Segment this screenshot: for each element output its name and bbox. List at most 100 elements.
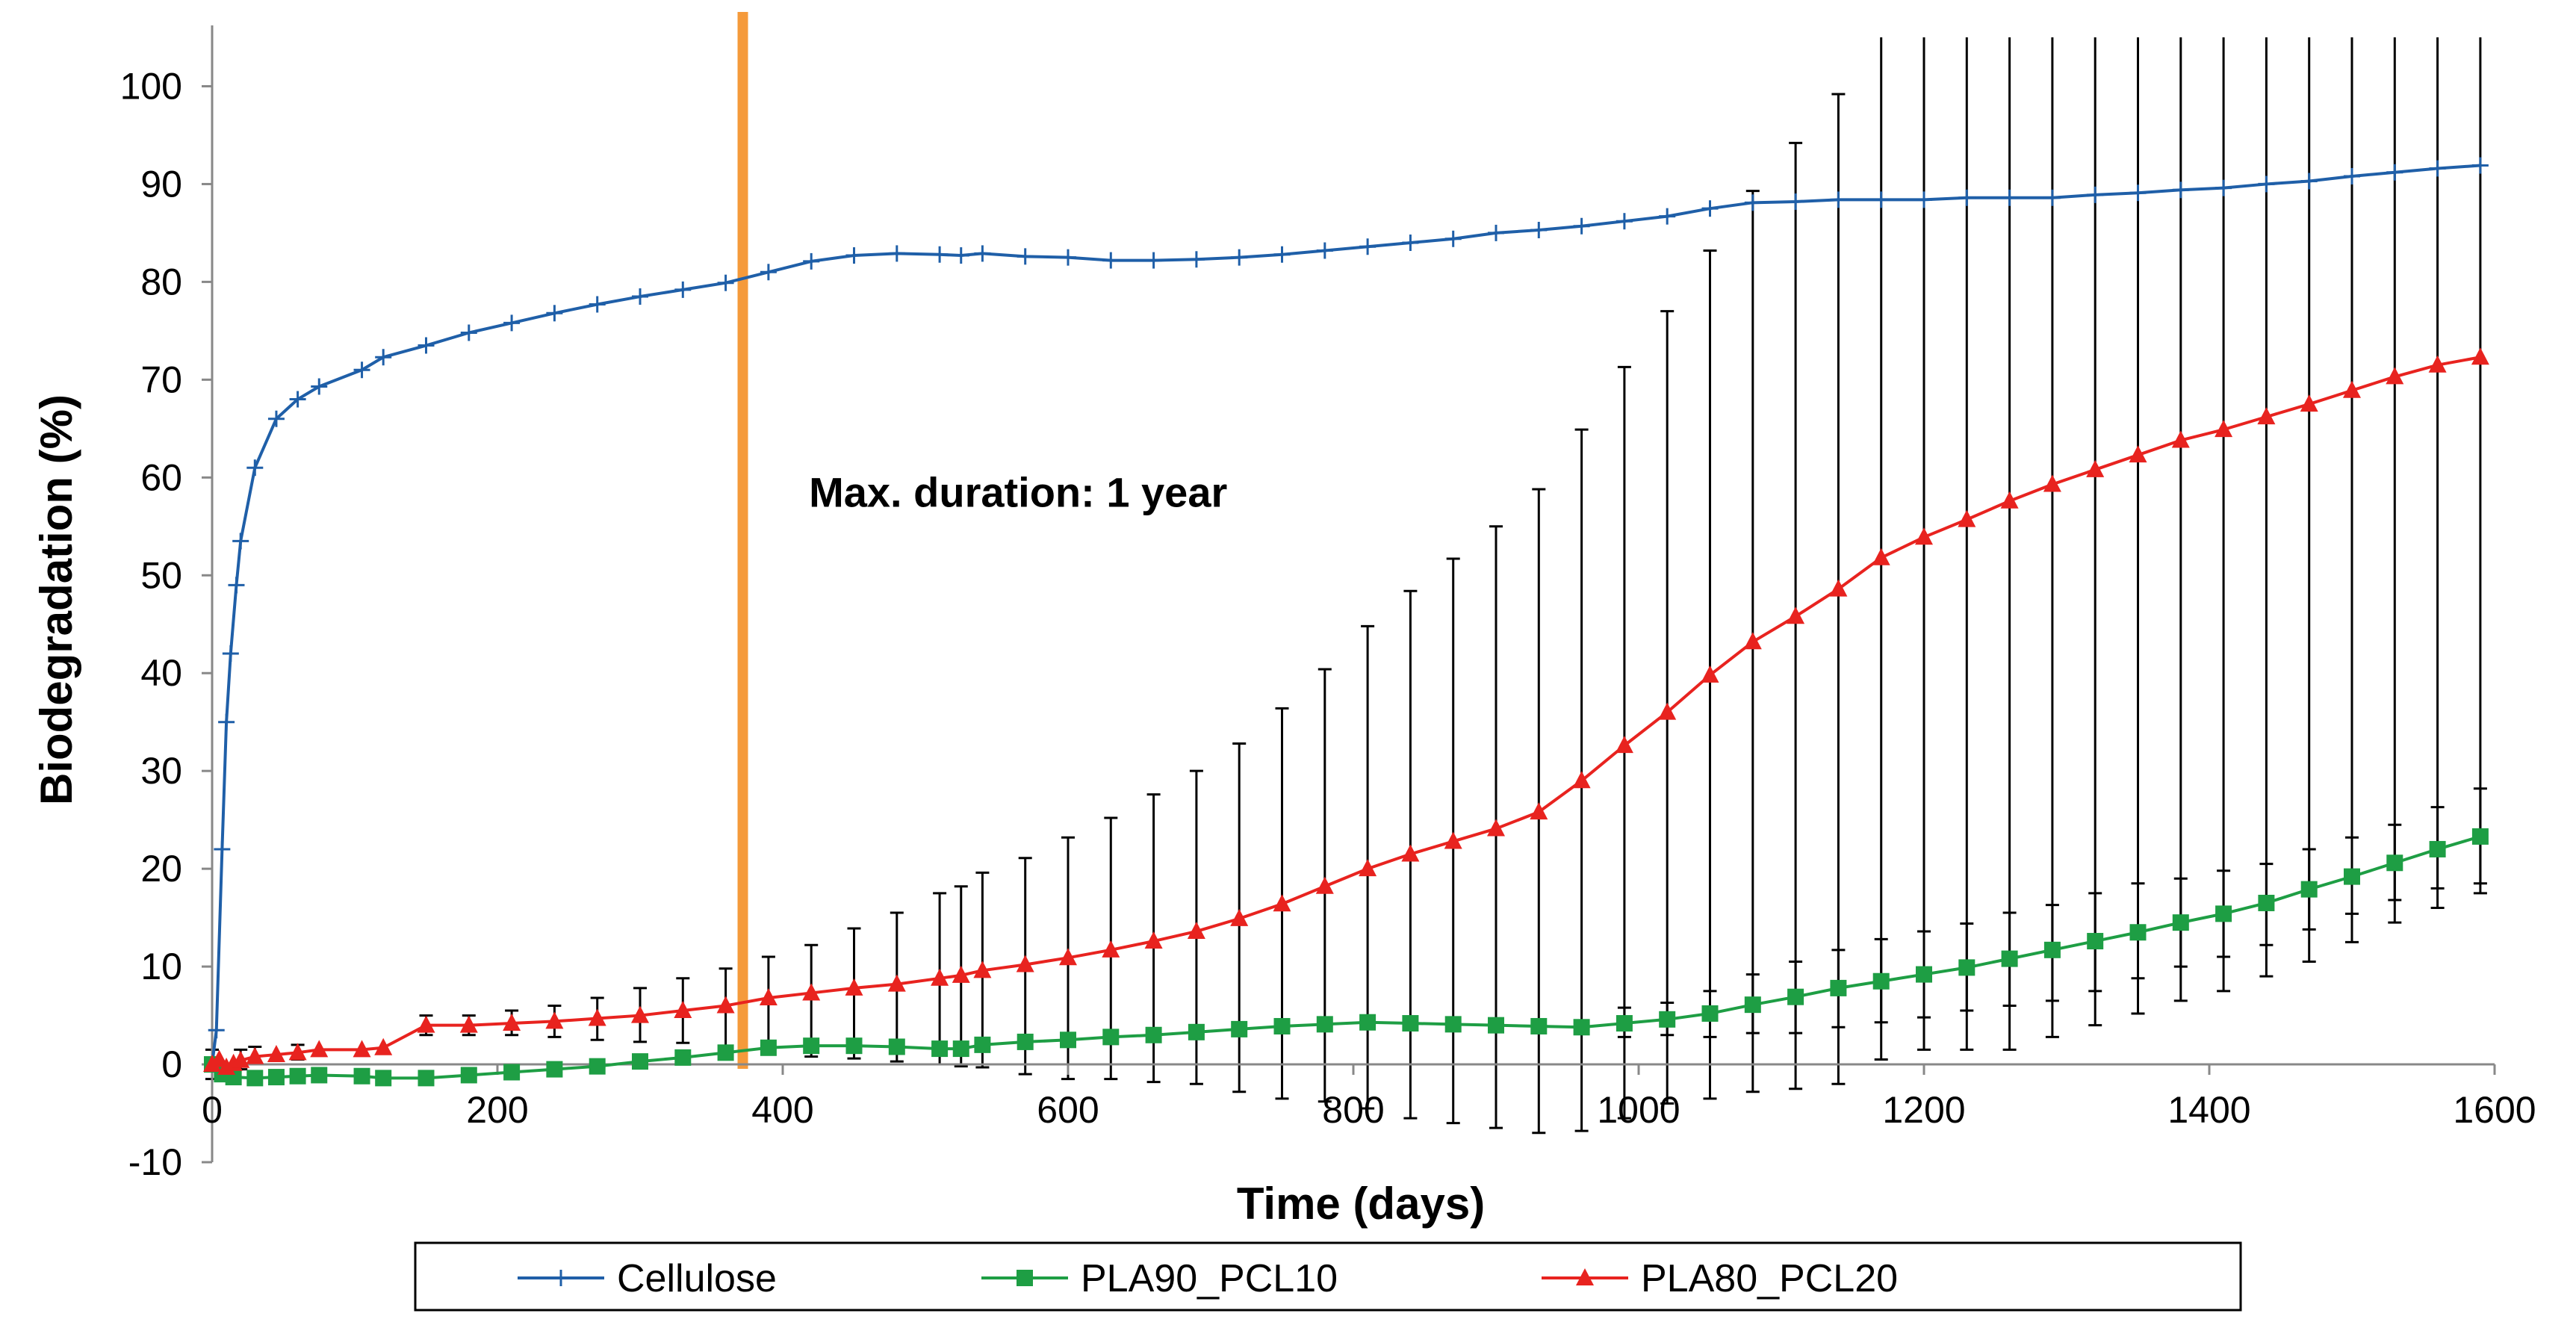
pla90-pcl10-point xyxy=(2043,941,2061,958)
cellulose-point xyxy=(1573,217,1590,235)
pla90-pcl10-point xyxy=(1744,996,1761,1014)
pla80-pcl20-point xyxy=(1273,894,1291,912)
cellulose-point xyxy=(1359,238,1377,255)
pla90-pcl10-point xyxy=(2172,914,2189,931)
pla80-pcl20-point xyxy=(1016,955,1034,972)
legend-label-cellulose: Cellulose xyxy=(617,1257,777,1300)
pla80-pcl20-point xyxy=(310,1040,329,1058)
pla90-pcl10-point xyxy=(888,1038,905,1055)
cellulose-point xyxy=(632,288,648,305)
pla80-pcl20-point xyxy=(1701,665,1719,683)
text-layer: Time (days) Biodegradation (%) Max. durati… xyxy=(31,394,1485,1229)
cellulose-point xyxy=(931,246,949,263)
pla80-pcl20-point xyxy=(2257,407,2276,425)
pla90-pcl10-point xyxy=(2001,950,2018,967)
pla90-pcl10-point xyxy=(353,1067,370,1085)
pla90-pcl10-point xyxy=(1402,1015,1419,1032)
cellulose-point xyxy=(2386,164,2403,181)
pla80-pcl20-point xyxy=(759,987,778,1005)
cellulose-point xyxy=(1102,252,1120,269)
max-duration-annotation: Max. duration: 1 year xyxy=(809,469,1227,516)
pla90-pcl10-point xyxy=(1916,966,1932,983)
pla90-pcl10-point xyxy=(974,1036,991,1053)
y-tick-label: -10 xyxy=(128,1141,182,1183)
legend-box xyxy=(414,1241,2242,1312)
pla90-pcl10-point xyxy=(589,1058,606,1075)
pla90-pcl10-point xyxy=(1017,1033,1034,1050)
x-tick-label: 1400 xyxy=(2167,1089,2250,1131)
pla80-pcl20-point xyxy=(203,1055,221,1073)
pla80-pcl20-point xyxy=(588,1008,606,1026)
pla80-pcl20-point xyxy=(716,996,735,1014)
pla80-pcl20-point xyxy=(2343,380,2361,398)
cellulose-point xyxy=(208,1022,225,1039)
pla80-pcl20-point xyxy=(2086,459,2105,477)
y-tick-label: 60 xyxy=(140,456,182,498)
cellulose-point xyxy=(460,324,477,341)
pla80-pcl20-point xyxy=(353,1040,371,1058)
y-tick-label: 80 xyxy=(140,261,182,302)
cellulose-point xyxy=(1659,208,1676,225)
pla80-pcl20-point xyxy=(246,1046,264,1064)
pla80-pcl20-point xyxy=(2215,420,2233,438)
pla80-pcl20-point xyxy=(1444,831,1462,849)
x-axis-title: Time (days) xyxy=(1237,1179,1485,1229)
pla90-pcl10-point xyxy=(1958,959,1976,976)
pla80-pcl20-point xyxy=(2471,347,2489,365)
pla90-pcl10-point xyxy=(2258,894,2275,911)
pla80-pcl20-point xyxy=(1487,819,1505,837)
pla80-pcl20-point xyxy=(232,1050,250,1068)
pla80-pcl20-point xyxy=(2043,474,2061,492)
pla80-pcl20-point xyxy=(1915,527,1933,545)
pla80-pcl20-point xyxy=(267,1044,285,1062)
cellulose-point xyxy=(2300,173,2318,190)
pla80-pcl20-point xyxy=(1743,632,1762,650)
pla90-pcl10-point xyxy=(803,1037,820,1055)
cellulose-point xyxy=(888,245,905,262)
pla90-pcl10-point xyxy=(1830,979,1847,996)
x-tick-label: 1000 xyxy=(1597,1089,1680,1131)
pla80-pcl20-point xyxy=(2000,491,2019,509)
cellulose-point xyxy=(1316,242,1333,259)
pla90-pcl10-point xyxy=(845,1037,863,1055)
cellulose-point xyxy=(1744,194,1761,211)
cellulose-point xyxy=(546,305,563,322)
pla80-pcl20-point xyxy=(845,978,863,996)
cellulose-point xyxy=(2043,189,2061,206)
y-tick-label: 0 xyxy=(161,1043,182,1085)
pla80-pcl20-point xyxy=(459,1015,478,1033)
cellulose-point xyxy=(2087,186,2104,203)
pla90-pcl10-point xyxy=(460,1067,477,1084)
cellulose-point xyxy=(375,349,392,366)
cellulose-point xyxy=(1488,224,1504,241)
cellulose-point xyxy=(1530,221,1548,238)
cellulose-point xyxy=(717,274,734,291)
cellulose-point xyxy=(2344,167,2360,184)
pla80-pcl20-point xyxy=(1187,921,1205,939)
pla90-pcl10-point xyxy=(1444,1016,1462,1033)
pla90-pcl10-point xyxy=(546,1061,563,1078)
cellulose-point xyxy=(2215,179,2232,196)
y-tick-label: 100 xyxy=(120,65,182,107)
cellulose-point xyxy=(1145,252,1162,269)
pla90-pcl10-point xyxy=(1701,1005,1719,1022)
series-layer xyxy=(203,157,2489,1087)
legend-marker-pla90-pcl10 xyxy=(1017,1270,1033,1286)
pla90-pcl10-point xyxy=(1145,1026,1162,1043)
cellulose-point xyxy=(2429,160,2446,177)
pla80-pcl20-point xyxy=(1787,606,1805,624)
cellulose-point xyxy=(311,378,328,395)
cellulose-point xyxy=(1017,248,1034,265)
y-tick-label: 70 xyxy=(140,359,182,400)
cellulose-point xyxy=(2001,189,2018,206)
pla90-pcl10-point xyxy=(1787,988,1804,1005)
pla90-pcl10-point xyxy=(1231,1020,1248,1037)
cellulose-point xyxy=(289,391,306,408)
pla80-pcl20-point xyxy=(1829,579,1848,597)
cellulose-point xyxy=(2129,184,2147,202)
legend-label-pla80-pcl20: PLA80_PCL20 xyxy=(1641,1257,1898,1300)
pla90-pcl10-point xyxy=(1102,1028,1120,1046)
cellulose-point xyxy=(1060,249,1076,266)
